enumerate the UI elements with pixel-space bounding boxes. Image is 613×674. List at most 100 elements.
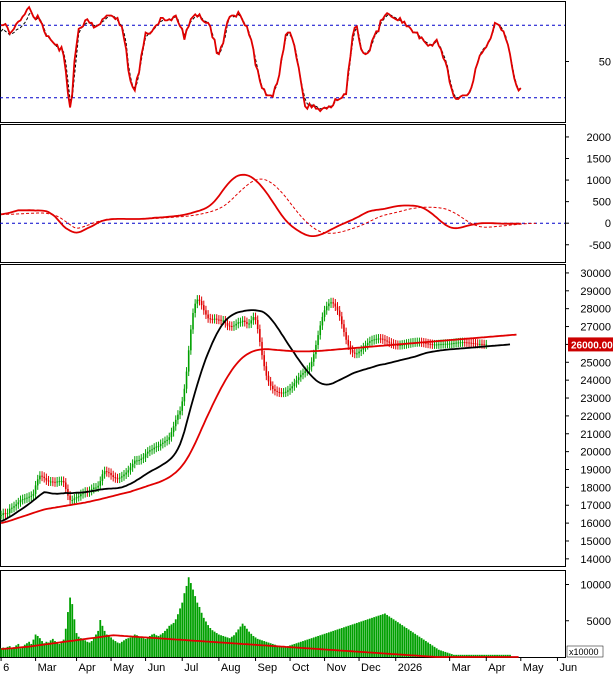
candle-body [459, 342, 462, 344]
candle-body [317, 335, 319, 345]
candle-body [153, 447, 155, 450]
candle-body [222, 320, 224, 322]
volume-bar [194, 596, 197, 657]
candle-body [390, 342, 393, 344]
candle-body [282, 392, 285, 394]
volume-bar [343, 627, 345, 657]
volume-bar [315, 636, 317, 657]
volume-bar [181, 602, 184, 657]
x-tick-label: Dec [361, 662, 381, 674]
candle-body [125, 472, 127, 475]
candle-body [297, 377, 300, 381]
candle-body [319, 325, 322, 336]
volume-bar [79, 638, 82, 657]
volume-bar [239, 626, 242, 657]
candle-body [356, 353, 358, 355]
x-tick-label: May [113, 662, 134, 674]
x-tick-label: Apr [79, 662, 96, 674]
candle-body [323, 310, 326, 317]
candle-body [23, 498, 26, 500]
volume-bar [409, 630, 412, 657]
candle-body [207, 314, 209, 319]
volume-bar [345, 626, 348, 657]
volume-bar [164, 630, 166, 657]
candle-body [231, 326, 233, 328]
volume-bar [101, 625, 104, 657]
volume-bar [366, 619, 369, 657]
candle-body [99, 480, 102, 486]
volume-bar [110, 637, 112, 657]
volume-bar [170, 624, 173, 657]
volume-bar [155, 635, 158, 657]
volume-bar [215, 633, 218, 657]
candle-body [15, 504, 17, 507]
volume-bar [166, 628, 169, 657]
candle-body [366, 342, 369, 346]
candle-body [49, 481, 52, 483]
candle-body [271, 385, 274, 390]
volume-bar [2, 647, 5, 657]
volume-bar [82, 639, 84, 657]
volume-bar [353, 623, 356, 657]
candle-body [228, 325, 231, 327]
volume-bar [498, 654, 501, 657]
volume-bar [297, 642, 300, 657]
volume-bar [15, 645, 18, 657]
last-price-label: 26000.00 [571, 340, 613, 351]
volume-bar [327, 632, 330, 657]
candle-body [168, 437, 171, 440]
volume-bar [375, 616, 378, 657]
candle-body [103, 471, 106, 475]
volume-bar [282, 647, 285, 657]
y-tick-label-macd: 1000 [587, 175, 611, 187]
volume-bar [470, 654, 473, 657]
volume-bar [108, 635, 110, 657]
candle-body [95, 487, 97, 489]
volume-bar [504, 654, 507, 657]
volume-bar [487, 654, 490, 657]
volume-bar [299, 641, 302, 657]
candle-body [239, 322, 242, 324]
volume-bar [358, 622, 360, 657]
y-tick-label-macd: 2000 [587, 132, 611, 144]
volume-bar [220, 635, 222, 657]
volume-bar [468, 654, 470, 657]
volume-bar [463, 654, 466, 657]
volume-bar [271, 643, 274, 657]
volume-bar [112, 639, 115, 657]
volume-bar [373, 617, 376, 657]
volume-bar [323, 633, 326, 657]
candle-body [267, 375, 270, 382]
volume-bar [317, 635, 319, 657]
volume-bar [386, 614, 388, 657]
candle-body [71, 500, 74, 502]
volume-bar [174, 619, 177, 657]
x-tick-label: Nov [327, 662, 347, 674]
volume-bar [472, 654, 475, 657]
volume-bar [269, 643, 272, 657]
volume-bar [414, 633, 417, 657]
candle-body [485, 344, 488, 346]
candle-body [60, 480, 63, 482]
candle-body [58, 481, 61, 483]
candle-body [123, 474, 125, 477]
candle-body [129, 467, 132, 471]
volume-bar [280, 646, 283, 657]
volume-bar [144, 638, 147, 657]
volume-bar [19, 648, 22, 657]
candle-body [353, 352, 356, 354]
volume-bar [0, 648, 2, 657]
volume-bar [49, 640, 52, 657]
candle-body [397, 344, 399, 346]
volume-bar [442, 651, 445, 657]
candle-body [246, 322, 248, 324]
volume-bar [177, 614, 179, 657]
candle-body [457, 342, 460, 344]
volume-bar [256, 638, 259, 657]
x-tick-label: Aug [221, 662, 241, 674]
candle-body [241, 320, 244, 323]
candle-body [226, 323, 229, 326]
candle-body [149, 450, 151, 452]
y-tick-label-price: 18000 [580, 482, 611, 494]
y-tick-label-price: 17000 [580, 500, 611, 512]
